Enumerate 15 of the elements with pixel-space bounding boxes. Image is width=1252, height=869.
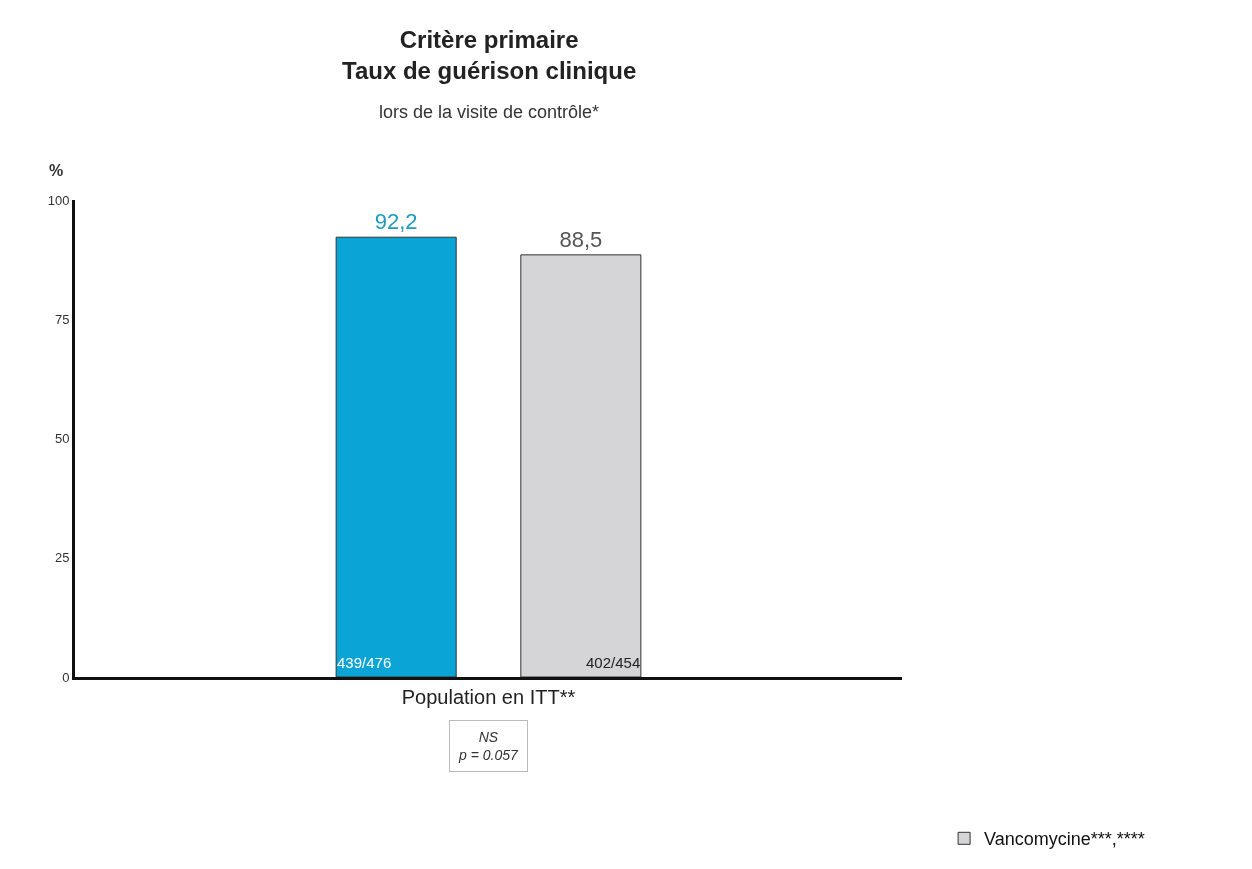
annotation: 439/476 [337,654,392,671]
chart-title: Critère primaire Taux de guérison clinique [342,26,637,85]
chart-subtitle: lors de la visite de contrôle* [379,102,600,122]
y-tick-label: 75 [54,311,70,327]
data-label: 92,2 [374,209,418,235]
annotation: 402/454 [586,654,641,671]
y-tick-label: 0 [62,669,70,685]
x-tick-label: Population en ITT** [401,686,576,708]
y-tick-label: 25 [54,550,70,566]
legend-label: Vancomycine***,**** [984,829,1145,850]
y-tick-label: 50 [54,431,70,447]
y-axis-title: % [49,162,64,179]
y-tick-label: 100 [47,192,70,208]
data-label: 88,5 [559,226,603,252]
text: NS p = 0.057 [458,729,519,764]
